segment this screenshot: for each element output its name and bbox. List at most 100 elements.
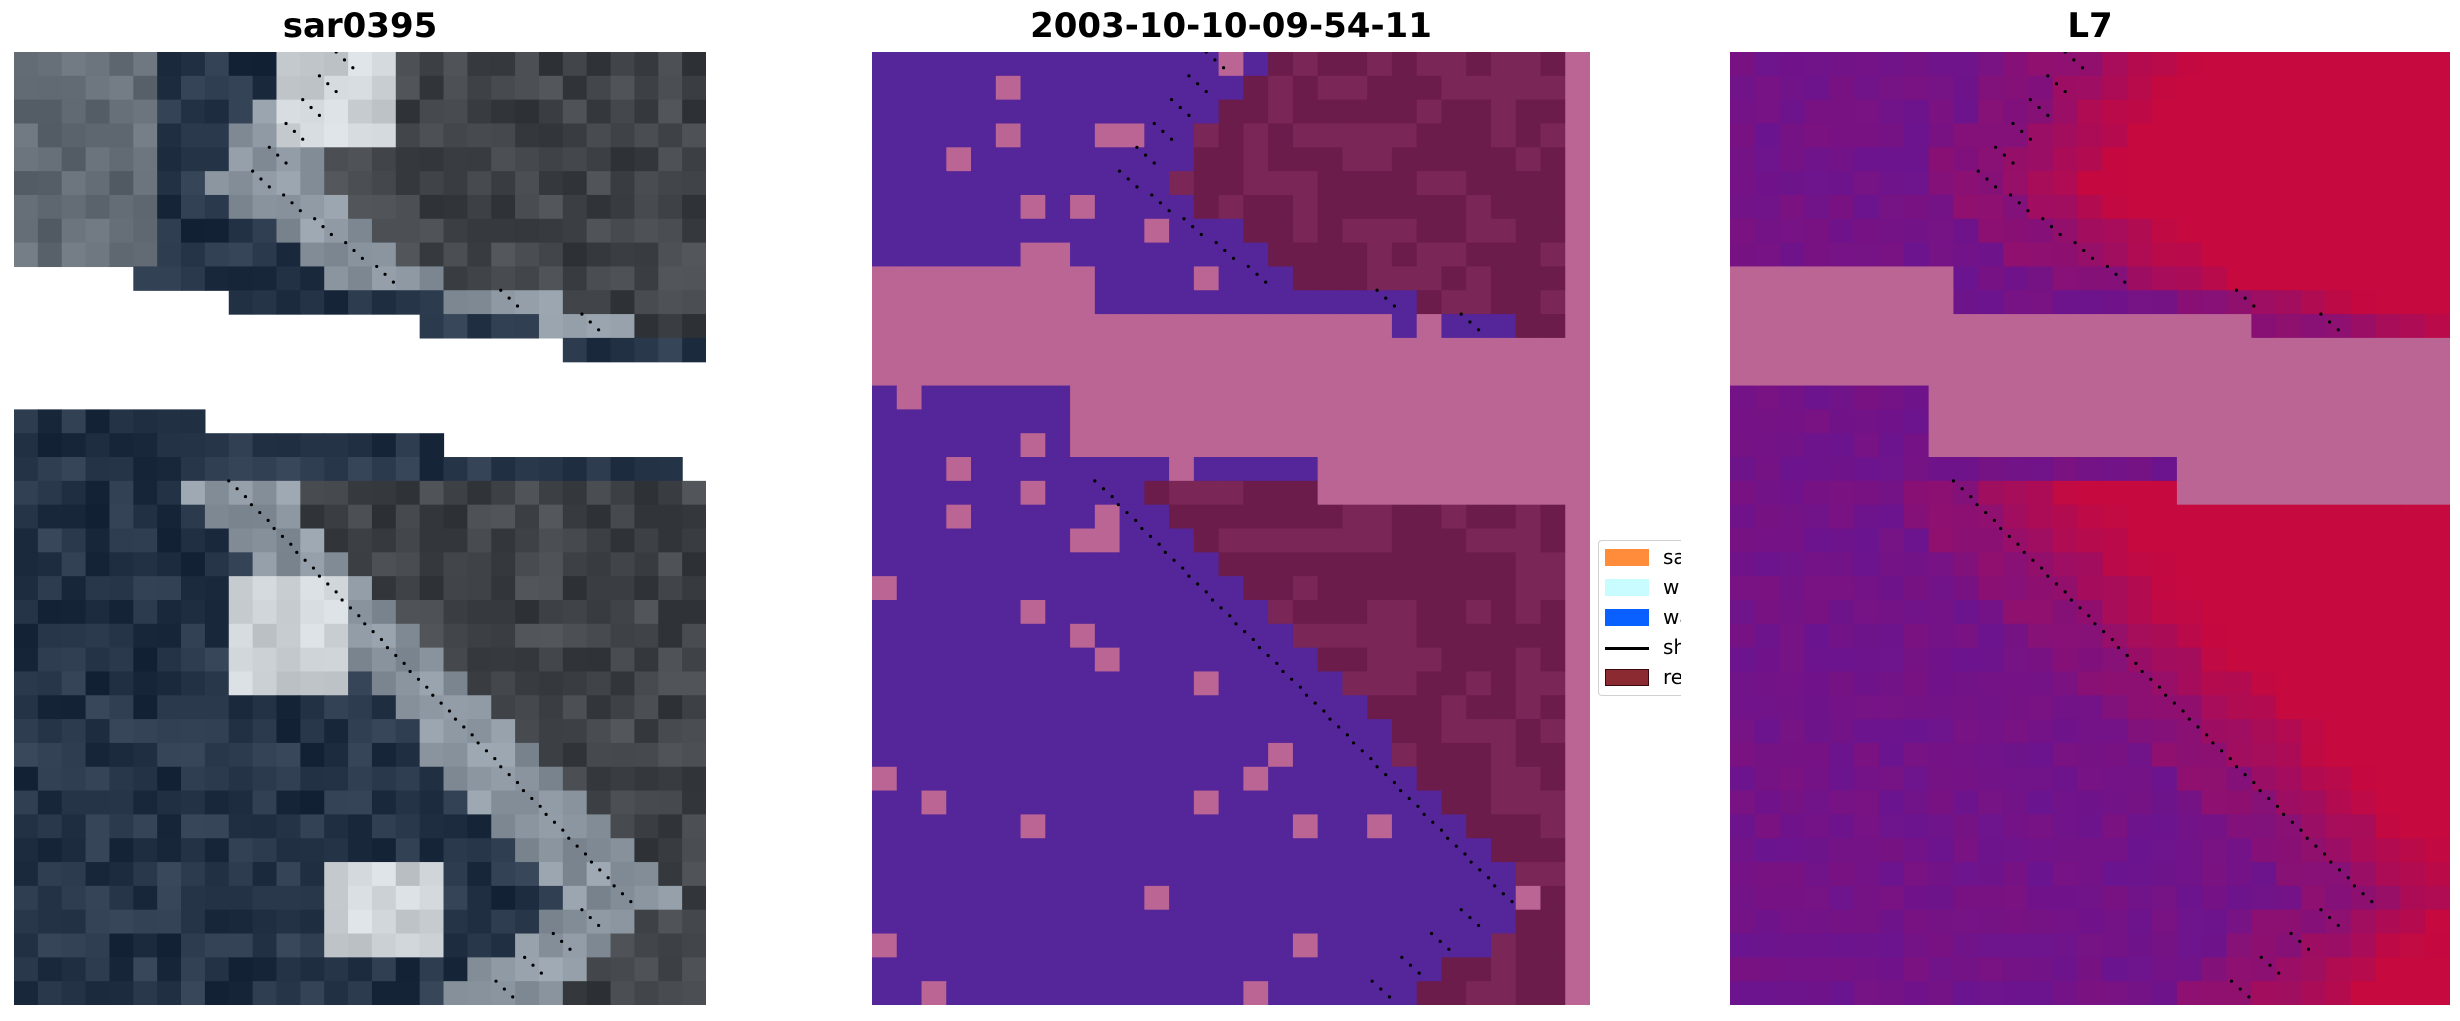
pixel-cell (872, 504, 898, 530)
pixel-cell (872, 766, 898, 792)
shoreline-point (1313, 701, 1317, 705)
pixel-cell (586, 909, 612, 935)
pixel-cell (2425, 171, 2450, 196)
pixel-cell (2400, 766, 2426, 792)
shoreline-point (352, 248, 356, 253)
pixel-cell (252, 885, 278, 911)
shoreline-point (2282, 812, 2286, 817)
pixel-cell (1317, 337, 1344, 363)
pixel-cell (467, 290, 492, 315)
pixel-cell (1070, 480, 1096, 506)
pixel-cell (109, 528, 134, 553)
pixel-cell (946, 52, 972, 77)
pixel-cell (1754, 647, 1781, 673)
pixel-cell (2027, 719, 2054, 744)
pixel-cell (995, 242, 1022, 268)
pixel-cell (2127, 742, 2153, 768)
pixel-cell (1540, 766, 1566, 792)
pixel-cell (2077, 218, 2104, 244)
pixel-cell (252, 623, 278, 649)
pixel-cell (995, 885, 1022, 911)
pixel-cell (1779, 75, 1806, 101)
pixel-cell (634, 814, 659, 839)
pixel-cell (1978, 838, 2004, 863)
pixel-cell (2027, 933, 2054, 958)
pixel-cell (2251, 266, 2277, 291)
pixel-cell (1540, 194, 1566, 220)
pixel-cell (1854, 290, 1880, 315)
pixel-cell (2425, 218, 2450, 244)
pixel-cell (2201, 314, 2228, 339)
pixel-cell (1169, 671, 1195, 696)
pixel-cell (1391, 742, 1418, 768)
pixel-cell (1218, 885, 1244, 911)
pixel-cell (946, 695, 972, 720)
pixel-cell (971, 957, 997, 982)
pixel-cell (181, 480, 206, 506)
pixel-cell (1878, 433, 1905, 458)
pixel-cell (1540, 385, 1566, 410)
pixel-cell (946, 599, 972, 625)
shoreline-point (379, 637, 384, 642)
pixel-cell (1515, 671, 1542, 696)
pixel-cell (1094, 933, 1121, 958)
pixel-cell (2176, 361, 2203, 387)
pixel-cell (2176, 766, 2203, 792)
pixel-cell (2251, 981, 2277, 1005)
pixel-cell (1903, 52, 1930, 77)
pixel-cell (443, 719, 468, 744)
pixel-cell (228, 218, 254, 244)
pixel-cell (995, 766, 1022, 792)
pixel-cell (1416, 790, 1443, 815)
pixel-cell (1268, 599, 1294, 625)
pixel-cell (1540, 433, 1566, 458)
pixel-cell (1268, 75, 1294, 101)
pixel-cell (634, 171, 659, 196)
pixel-cell (921, 409, 947, 434)
pixel-cell (1854, 742, 1880, 768)
pixel-cell (896, 337, 923, 363)
pixel-cell (109, 147, 134, 172)
pixel-cell (395, 194, 421, 220)
pixel-cell (1565, 385, 1590, 410)
pixel-cell (995, 504, 1022, 530)
pixel-cell (538, 957, 564, 982)
pixel-cell (921, 790, 947, 815)
pixel-cell (1829, 266, 1855, 291)
pixel-cell (2350, 266, 2377, 291)
pixel-cell (562, 194, 588, 220)
pixel-cell (1169, 480, 1195, 506)
pixel-cell (2350, 52, 2377, 77)
pixel-cell (1854, 576, 1880, 601)
pixel-cell (2276, 647, 2302, 673)
pixel-cell (1754, 480, 1781, 506)
pixel-cell (971, 147, 997, 172)
pixel-cell (1804, 171, 1830, 196)
pixel-cell (1829, 671, 1855, 696)
pixel-cell (1441, 52, 1467, 77)
shoreline-point (301, 137, 305, 141)
pixel-cell (995, 790, 1022, 815)
pixel-cell (37, 623, 63, 649)
pixel-cell (1490, 814, 1517, 839)
pixel-cell (443, 480, 468, 506)
pixel-cell (1193, 814, 1220, 839)
pixel-cell (896, 862, 923, 887)
pixel-cell (1903, 981, 1930, 1005)
pixel-cell (1144, 647, 1170, 673)
pixel-cell (14, 504, 39, 530)
pixel-cell (1020, 981, 1046, 1005)
shoreline-point (1187, 574, 1191, 578)
pixel-cell (872, 266, 898, 291)
pixel-cell (658, 647, 683, 673)
pixel-cell (921, 742, 947, 768)
pixel-cell (2152, 361, 2178, 387)
pixel-cell (2201, 457, 2228, 482)
pixel-cell (2251, 480, 2277, 506)
pixel-cell (1342, 599, 1368, 625)
shoreline-point (334, 590, 338, 594)
shoreline-point (2306, 947, 2311, 951)
pixel-cell (1466, 337, 1492, 363)
pixel-cell (1342, 528, 1368, 553)
pixel-cell (1391, 480, 1418, 506)
